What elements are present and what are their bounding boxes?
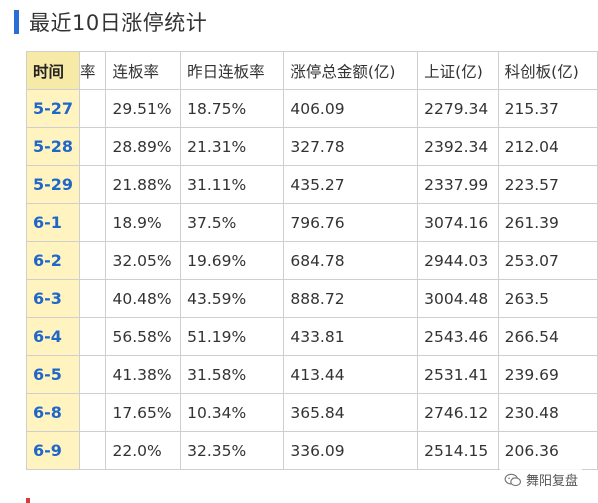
partial-cell bbox=[79, 165, 107, 204]
table-row: 6-9 22.0% 32.35% 336.09 2514.15 206.36 bbox=[25, 431, 598, 470]
partial-cell bbox=[79, 393, 107, 432]
date-cell: 6-2 bbox=[25, 241, 81, 280]
table-header-row: 时间 率 连板率 昨日连板率 涨停总金额(亿) 上证(亿) 科创板(亿) bbox=[25, 51, 598, 90]
total-amount-cell: 888.72 bbox=[283, 279, 419, 318]
partial-cell bbox=[79, 203, 107, 242]
table-row: 5-27 29.51% 18.75% 406.09 2279.34 215.37 bbox=[25, 89, 598, 128]
table-row: 6-2 32.05% 19.69% 684.78 2944.03 253.07 bbox=[25, 241, 598, 280]
total-amount-cell: 796.76 bbox=[283, 203, 419, 242]
prev-lianban-rate-cell: 32.35% bbox=[180, 431, 285, 470]
total-amount-cell: 406.09 bbox=[283, 89, 419, 128]
shanghai-cell: 2746.12 bbox=[417, 393, 499, 432]
partial-cell bbox=[79, 241, 107, 280]
lianban-rate-cell: 18.9% bbox=[105, 203, 182, 242]
lianban-rate-cell: 40.48% bbox=[105, 279, 182, 318]
star-market-cell: 230.48 bbox=[497, 393, 598, 432]
limit-up-stats-table: 时间 率 连板率 昨日连板率 涨停总金额(亿) 上证(亿) 科创板(亿) 5-2… bbox=[25, 51, 598, 470]
partial-cell bbox=[79, 431, 107, 470]
date-cell: 6-5 bbox=[25, 355, 81, 394]
section-title-bar: 最近10日涨停统计 bbox=[14, 8, 207, 36]
lianban-rate-cell: 32.05% bbox=[105, 241, 182, 280]
star-market-cell: 239.69 bbox=[497, 355, 598, 394]
lianban-rate-cell: 28.89% bbox=[105, 127, 182, 166]
wechat-icon bbox=[504, 473, 522, 486]
shanghai-cell: 2279.34 bbox=[417, 89, 499, 128]
header-star-market: 科创板(亿) bbox=[497, 51, 598, 90]
prev-lianban-rate-cell: 10.34% bbox=[180, 393, 285, 432]
lianban-rate-cell: 56.58% bbox=[105, 317, 182, 356]
star-market-cell: 266.54 bbox=[497, 317, 598, 356]
watermark: 舞阳复盘 bbox=[500, 468, 583, 491]
partial-cell bbox=[79, 355, 107, 394]
date-cell: 5-29 bbox=[25, 165, 81, 204]
prev-lianban-rate-cell: 31.11% bbox=[180, 165, 285, 204]
partial-cell bbox=[79, 127, 107, 166]
star-market-cell: 253.07 bbox=[497, 241, 598, 280]
table-row: 6-5 41.38% 31.58% 413.44 2531.41 239.69 bbox=[25, 355, 598, 394]
shanghai-cell: 2543.46 bbox=[417, 317, 499, 356]
total-amount-cell: 433.81 bbox=[283, 317, 419, 356]
star-market-cell: 212.04 bbox=[497, 127, 598, 166]
total-amount-cell: 435.27 bbox=[283, 165, 419, 204]
date-cell: 6-4 bbox=[25, 317, 81, 356]
prev-lianban-rate-cell: 37.5% bbox=[180, 203, 285, 242]
date-cell: 6-9 bbox=[25, 431, 81, 470]
star-market-cell: 215.37 bbox=[497, 89, 598, 128]
prev-lianban-rate-cell: 51.19% bbox=[180, 317, 285, 356]
total-amount-cell: 336.09 bbox=[283, 431, 419, 470]
prev-lianban-rate-cell: 43.59% bbox=[180, 279, 285, 318]
table-row: 6-4 56.58% 51.19% 433.81 2543.46 266.54 bbox=[25, 317, 598, 356]
lianban-rate-cell: 21.88% bbox=[105, 165, 182, 204]
page-title: 最近10日涨停统计 bbox=[29, 11, 208, 35]
lianban-rate-cell: 17.65% bbox=[105, 393, 182, 432]
date-cell: 6-1 bbox=[25, 203, 81, 242]
shanghai-cell: 2944.03 bbox=[417, 241, 499, 280]
shanghai-cell: 3074.16 bbox=[417, 203, 499, 242]
shanghai-cell: 2531.41 bbox=[417, 355, 499, 394]
shanghai-cell: 3004.48 bbox=[417, 279, 499, 318]
lianban-rate-cell: 29.51% bbox=[105, 89, 182, 128]
total-amount-cell: 365.84 bbox=[283, 393, 419, 432]
shanghai-cell: 2392.34 bbox=[417, 127, 499, 166]
total-amount-cell: 684.78 bbox=[283, 241, 419, 280]
star-market-cell: 261.39 bbox=[497, 203, 598, 242]
header-prev-lianban-rate: 昨日连板率 bbox=[180, 51, 285, 90]
table-row: 6-3 40.48% 43.59% 888.72 3004.48 263.5 bbox=[25, 279, 598, 318]
star-market-cell: 263.5 bbox=[497, 279, 598, 318]
title-accent-bar bbox=[14, 10, 19, 34]
date-cell: 5-28 bbox=[25, 127, 81, 166]
table-row: 6-8 17.65% 10.34% 365.84 2746.12 230.48 bbox=[25, 393, 598, 432]
prev-lianban-rate-cell: 18.75% bbox=[180, 89, 285, 128]
lianban-rate-cell: 22.0% bbox=[105, 431, 182, 470]
partial-cell bbox=[79, 317, 107, 356]
star-market-cell: 206.36 bbox=[497, 431, 598, 470]
header-shanghai: 上证(亿) bbox=[417, 51, 499, 90]
table-row: 6-1 18.9% 37.5% 796.76 3074.16 261.39 bbox=[25, 203, 598, 242]
total-amount-cell: 413.44 bbox=[283, 355, 419, 394]
watermark-text: 舞阳复盘 bbox=[526, 474, 579, 489]
partial-cell bbox=[79, 279, 107, 318]
star-market-cell: 223.57 bbox=[497, 165, 598, 204]
date-cell: 6-3 bbox=[25, 279, 81, 318]
total-amount-cell: 327.78 bbox=[283, 127, 419, 166]
table-row: 5-29 21.88% 31.11% 435.27 2337.99 223.57 bbox=[25, 165, 598, 204]
partial-cell bbox=[79, 89, 107, 128]
header-lianban-rate: 连板率 bbox=[105, 51, 182, 90]
prev-lianban-rate-cell: 31.58% bbox=[180, 355, 285, 394]
date-cell: 6-8 bbox=[25, 393, 81, 432]
next-section-accent bbox=[26, 498, 30, 503]
shanghai-cell: 2514.15 bbox=[417, 431, 499, 470]
prev-lianban-rate-cell: 19.69% bbox=[180, 241, 285, 280]
shanghai-cell: 2337.99 bbox=[417, 165, 499, 204]
date-cell: 5-27 bbox=[25, 89, 81, 128]
header-partial-rate: 率 bbox=[79, 51, 107, 90]
header-date: 时间 bbox=[25, 51, 81, 90]
prev-lianban-rate-cell: 21.31% bbox=[180, 127, 285, 166]
header-total-amount: 涨停总金额(亿) bbox=[283, 51, 419, 90]
table-row: 5-28 28.89% 21.31% 327.78 2392.34 212.04 bbox=[25, 127, 598, 166]
lianban-rate-cell: 41.38% bbox=[105, 355, 182, 394]
